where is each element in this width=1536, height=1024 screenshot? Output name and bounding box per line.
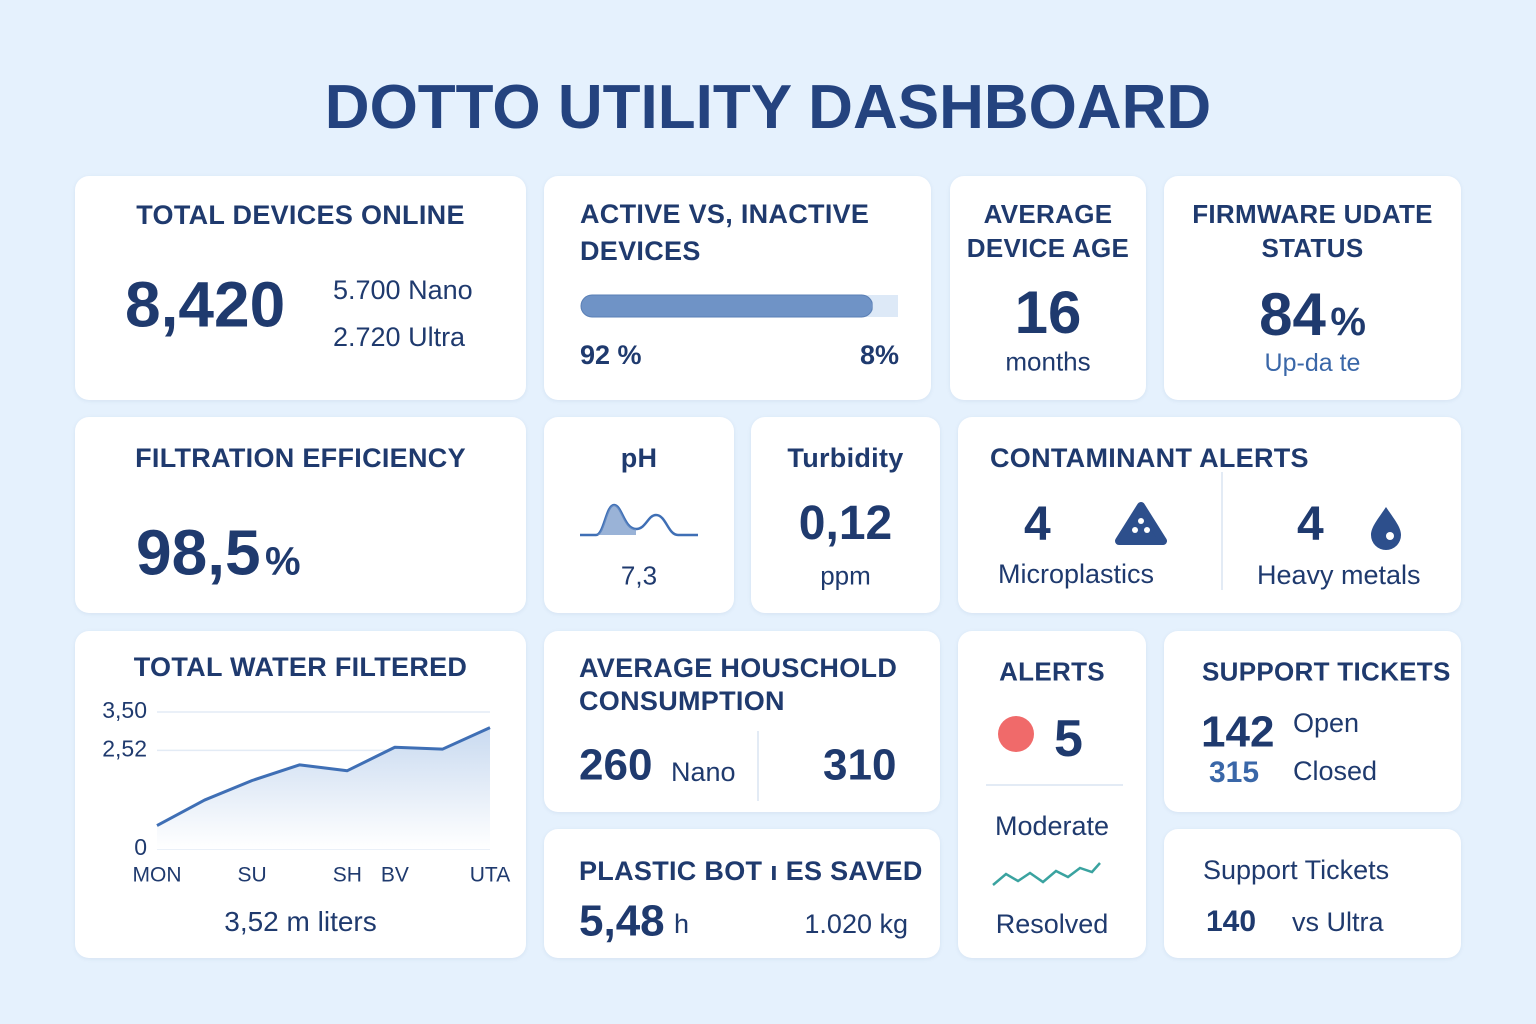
card-title: ACTIVE VS, INACTIVE DEVICES bbox=[580, 199, 870, 266]
card: AVERAGE HOUSCHOLD CONSUMPTION 260 Nano 3… bbox=[544, 631, 940, 812]
ticket-count: 142 bbox=[1201, 707, 1275, 757]
unit: % bbox=[1330, 300, 1366, 344]
card: TOTAL DEVICES ONLINE 8,420 5.700 Nano 2.… bbox=[75, 176, 526, 400]
card-title: FILTRATION EFFICIENCY bbox=[135, 442, 466, 473]
card-title: pH bbox=[620, 442, 658, 473]
card-title: AVERAGE HOUSCHOLD CONSUMPTION bbox=[579, 653, 898, 716]
card-title: SUPPORT TICKETS bbox=[1202, 656, 1451, 687]
card: FILTRATION EFFICIENCY 98,5 % bbox=[75, 417, 526, 613]
area bbox=[157, 727, 490, 849]
progress-bar bbox=[580, 294, 898, 318]
alert-count: 5 bbox=[1054, 709, 1083, 768]
card-title: Turbidity bbox=[787, 442, 904, 473]
sparkline bbox=[580, 503, 698, 537]
metric-value: 84 bbox=[1259, 281, 1326, 348]
metric-value: 8,420 bbox=[125, 268, 286, 341]
unit: Nano bbox=[671, 756, 736, 787]
unit: months bbox=[1005, 346, 1091, 377]
metric-value: 16 bbox=[1014, 279, 1082, 346]
annotation: 3,52 m liters bbox=[224, 906, 377, 938]
status: Up-da te bbox=[1264, 349, 1361, 377]
bar-segment bbox=[580, 294, 874, 318]
unit: h bbox=[674, 908, 690, 939]
breakdown: 2.720 Ultra bbox=[333, 321, 466, 352]
alert-status: Resolved bbox=[995, 908, 1109, 939]
card: PLASTIC BOT ı ES SAVED 5,48 h 1.020 kg bbox=[544, 829, 940, 958]
alert-label: Microplastics bbox=[998, 558, 1155, 589]
icons bbox=[1115, 472, 1401, 590]
card: SUPPORT TICKETS 142 Open 315 Closed bbox=[1164, 631, 1461, 812]
alert-count: 4 bbox=[1024, 498, 1051, 552]
x-tick-label: UTA bbox=[470, 864, 510, 887]
metric-value: 7,3 bbox=[620, 560, 658, 591]
card: Support Tickets 140 vs Ultra bbox=[1164, 829, 1461, 958]
card-title: AVERAGE DEVICE AGE bbox=[966, 199, 1130, 263]
card-title: CONTAMINANT ALERTS bbox=[990, 442, 1309, 473]
metric-value: 98,5 bbox=[136, 516, 261, 589]
metric-value: 260 bbox=[579, 740, 653, 790]
card-title: Support Tickets bbox=[1203, 854, 1390, 885]
line-chart: 3,50 2,52 0 MON SU SH BV UTA bbox=[102, 697, 510, 887]
x-tick-label: BV bbox=[381, 864, 409, 887]
unit: ppm bbox=[820, 560, 871, 591]
ticket-label: vs Ultra bbox=[1292, 906, 1384, 937]
card: ACTIVE VS, INACTIVE DEVICES 92 % 8% bbox=[544, 176, 931, 400]
card-title: ALERTS bbox=[999, 656, 1105, 687]
unit: % bbox=[265, 539, 301, 584]
weight: 1.020 kg bbox=[804, 908, 908, 939]
y-tick-label: 2,52 bbox=[102, 735, 147, 761]
alert-count: 4 bbox=[1297, 498, 1324, 552]
card: FIRMWARE UDATE STATUS 84 % Up-da te bbox=[1164, 176, 1461, 400]
x-tick-label: SU bbox=[238, 864, 267, 887]
metric: 84 % bbox=[1164, 279, 1461, 351]
y-tick-label: 0 bbox=[134, 834, 147, 860]
card: ALERTS 5 Moderate Resolved bbox=[958, 631, 1146, 958]
ticket-count: 315 bbox=[1209, 756, 1260, 789]
card: AVERAGE DEVICE AGE 16 months bbox=[950, 176, 1146, 400]
bar-segment bbox=[872, 295, 898, 317]
line bbox=[156, 726, 491, 827]
value-label: 8% bbox=[859, 339, 899, 370]
alert-level: Moderate bbox=[994, 810, 1110, 841]
card: TOTAL WATER FILTERED 3,50 2,52 0 MON SU SH BV U… bbox=[75, 631, 526, 958]
card: Turbidity 0,12 ppm bbox=[751, 417, 940, 613]
card: pH 7,3 bbox=[544, 417, 734, 613]
card-title: PLASTIC BOT ı ES SAVED bbox=[579, 855, 923, 886]
card-title: TOTAL DEVICES ONLINE bbox=[136, 199, 465, 230]
metric-value: 5,48 bbox=[579, 896, 665, 946]
metric-value: 310 bbox=[823, 740, 897, 790]
x-tick-label: SH bbox=[333, 864, 362, 887]
ticket-label: Open bbox=[1293, 707, 1360, 738]
value-label: 92 % bbox=[580, 339, 642, 370]
x-tick-label: MON bbox=[133, 864, 182, 887]
breakdown: 5.700 Nano bbox=[333, 274, 473, 305]
card-title: FIRMWARE UDATE STATUS bbox=[1192, 199, 1433, 263]
metric: 98,5 % bbox=[136, 515, 301, 592]
y-tick-label: 3,50 bbox=[102, 697, 147, 723]
card: CONTAMINANT ALERTS 4 Microplastics 4 Hea… bbox=[958, 417, 1461, 613]
alert-graphics bbox=[986, 716, 1123, 886]
metric-value: 0,12 bbox=[798, 497, 893, 551]
alert-label: Heavy metals bbox=[1257, 559, 1421, 590]
chart-title: TOTAL WATER FILTERED bbox=[133, 651, 468, 682]
ticket-count: 140 bbox=[1206, 905, 1257, 938]
divider bbox=[757, 731, 759, 801]
dashboard-title: DOTTO UTILITY DASHBOARD bbox=[324, 72, 1212, 142]
ticket-label: Closed bbox=[1293, 755, 1378, 786]
